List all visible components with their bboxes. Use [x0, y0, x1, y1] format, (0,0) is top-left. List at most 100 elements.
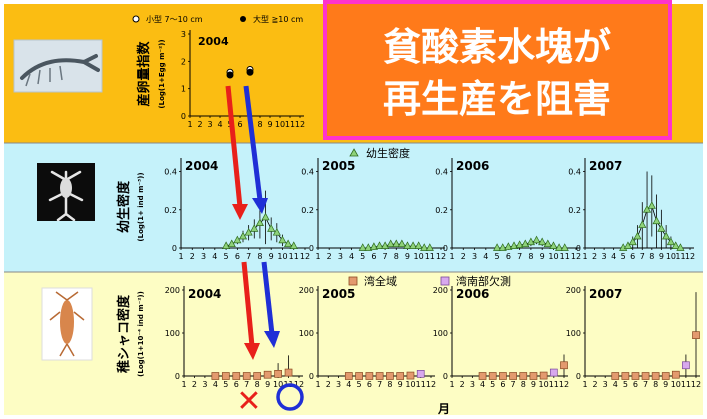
larva-2006-point	[493, 243, 502, 251]
larva-2007-x-tick-label: 4	[611, 252, 616, 261]
juvenile-2006-x-tick-label: 1	[449, 380, 454, 389]
larva-2007-x-tick-label: 3	[602, 252, 607, 261]
juvenile-2006-point-south	[549, 368, 558, 377]
larva-2006-y-tick-label: 0.2	[435, 206, 448, 215]
larva-2004-y-tick-label: 0.2	[164, 206, 177, 215]
larva-2006-point	[498, 243, 507, 251]
charts-layer: 1234567891011120123200412345678910111200…	[164, 30, 701, 389]
arrow-overlay: ✕	[225, 85, 304, 419]
larva-2005-point	[369, 242, 378, 250]
larva-2005-x-tick-label: 8	[394, 252, 399, 261]
larva-2005-x-tick-label: 6	[371, 252, 376, 261]
legend-small-label: 小型 7～10 cm	[146, 15, 203, 24]
juvenile-2006-y-tick-label: 200	[433, 286, 448, 295]
larva-2004-point	[238, 231, 248, 240]
legend-all-marker	[348, 276, 358, 286]
juvenile-2006-x-tick-label: 8	[521, 380, 526, 389]
larva-2005-x-tick-label: 7	[383, 252, 388, 261]
larva-2006-x-tick-label: 11	[560, 252, 570, 261]
juvenile-2006-x-tick-label: 6	[500, 380, 505, 389]
juvenile-2005-x-tick-label: 5	[357, 380, 362, 389]
larva-2006-point	[555, 243, 564, 251]
juvenile-2007-y-tick-label: 200	[566, 286, 581, 295]
egg-y-tick-label: 1	[181, 85, 186, 94]
larva-2004-point	[250, 224, 259, 232]
legend-large-label: 大型 ≧10 cm	[253, 14, 303, 24]
egg-x-tick-label: 4	[217, 120, 222, 129]
larva-photo	[37, 163, 95, 222]
juvenile-ylabel-text: 稚シャコ密度	[116, 294, 132, 373]
band-bottom	[4, 272, 703, 415]
larva-2007-year-label: 2007	[589, 159, 622, 173]
juvenile-2004-point-all	[242, 372, 251, 380]
legend-south-label: 湾南部欠測	[456, 274, 511, 288]
larva-2004-point	[244, 227, 253, 236]
larva-2005-point	[408, 241, 418, 249]
juvenile-yunit-text: (Log(1+10⁻⁴ ind m⁻²))	[137, 291, 145, 377]
larva-2005-x-tick-label: 4	[349, 252, 354, 261]
juvenile-2004-y-tick-label: 0	[175, 372, 180, 381]
larva-2007-x-tick-label: 2	[592, 252, 597, 261]
larva-2006-x-tick-label: 5	[495, 252, 500, 261]
egg-y-tick-label: 0	[181, 112, 186, 121]
larva-2007-point	[638, 220, 647, 228]
blue-arrow-lower	[261, 261, 275, 335]
blue-arrow-upper-head	[252, 198, 268, 214]
juvenile-2005-x-tick-label: 4	[346, 380, 351, 389]
larva-2004-x-tick-label: 2	[190, 252, 195, 261]
larva-2006-point	[549, 241, 558, 249]
juvenile-shrimp-photo	[41, 287, 93, 361]
larva-2006-year-label: 2006	[456, 159, 489, 173]
juvenile-2005-point-all	[386, 372, 394, 380]
adult-mantis-shrimp-photo	[13, 39, 103, 93]
juvenile-2004-point-all	[263, 370, 272, 379]
larva-2004-x-tick-label: 10	[277, 252, 287, 261]
juvenile-2007-x-tick-label: 1	[582, 380, 587, 389]
larva-2007-point	[647, 201, 656, 209]
juvenile-2005-x-tick-label: 8	[387, 380, 392, 389]
larva-2007-y-tick-label: 0	[576, 244, 581, 253]
juvenile-2007-point-south	[682, 361, 690, 370]
larva-legend-marker	[349, 148, 359, 157]
juvenile-2006-x-tick-label: 4	[480, 380, 485, 389]
larva-2005-y-tick-label: 0.2	[301, 206, 314, 215]
egg-year-label: 2004	[198, 35, 229, 48]
juvenile-2004-y-tick-label: 100	[165, 329, 180, 338]
juvenile-2005-point-all	[406, 371, 415, 380]
larva-2005-y-tick-label: 0	[309, 244, 314, 253]
larva-2004-x-tick-label: 4	[212, 252, 217, 261]
headline-banner: 貧酸素水塊が 再生産を阻害	[323, 0, 672, 140]
juvenile-2005-x-tick-label: 12	[426, 380, 436, 389]
larva-2004-x-tick-label: 9	[269, 252, 274, 261]
juvenile-2006-point-all	[539, 371, 548, 380]
juvenile-2006-point-all	[560, 361, 568, 370]
fail-cross-mark: ✕	[236, 384, 261, 419]
larva-2007-point	[623, 241, 633, 249]
juvenile-2005-year-label: 2005	[322, 287, 355, 301]
juvenile-2007-x-tick-label: 11	[681, 380, 691, 389]
juvenile-2005-x-tick-label: 10	[405, 380, 415, 389]
juvenile-2004-x-tick-label: 3	[202, 380, 207, 389]
larva-2007-point	[642, 205, 652, 213]
larva-2004-point	[278, 235, 287, 244]
juvenile-2007-point-all	[621, 372, 630, 380]
juvenile-2004-year-label: 2004	[188, 287, 221, 301]
red-arrow-lower	[241, 261, 255, 347]
red-arrow-upper-head	[232, 204, 248, 220]
larva-2005-x-tick-label: 1	[315, 252, 320, 261]
larva-2006-x-tick-label: 7	[517, 252, 522, 261]
larva-2005-point	[364, 243, 373, 251]
juvenile-2004-x-tick-label: 10	[273, 380, 283, 389]
larva-2004-x-tick-label: 1	[178, 252, 183, 261]
larva-2005-point	[375, 241, 384, 249]
juvenile-2005-x-tick-label: 3	[336, 380, 341, 389]
banner-box	[325, 2, 670, 138]
larva-2006-x-tick-label: 12	[571, 252, 581, 261]
juvenile-2006-y-tick-label: 0	[443, 372, 448, 381]
egg-ylabel-text: 産卵量指数	[136, 41, 152, 107]
larva-2004-x-tick-label: 3	[201, 252, 206, 261]
larva-2004-point	[284, 239, 293, 248]
banner-border	[323, 0, 672, 140]
juvenile-2004-point-all	[232, 372, 241, 380]
